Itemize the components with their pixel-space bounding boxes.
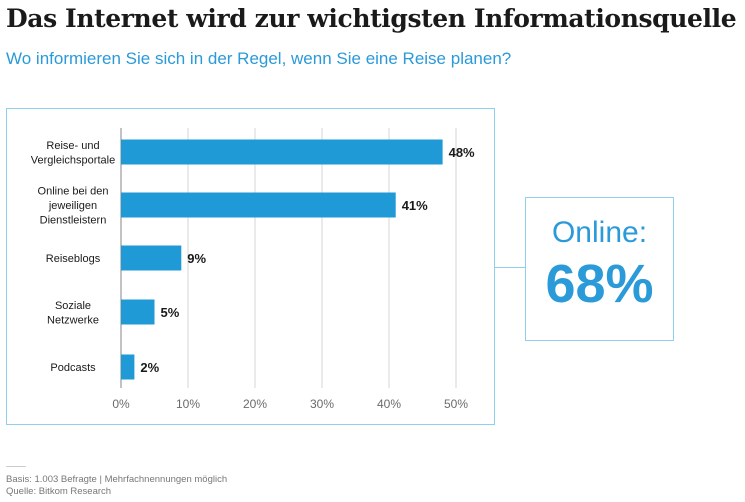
x-tick-label: 40%: [377, 397, 401, 411]
bar-value-label: 9%: [187, 251, 206, 266]
online-value: 68%: [545, 254, 654, 314]
online-label: Online:: [551, 216, 648, 249]
x-tick-label: 50%: [444, 397, 468, 411]
chart-title: Das Internet wird zur wichtigsten Inform…: [6, 4, 737, 33]
bar: [121, 192, 396, 218]
bar: [121, 299, 155, 325]
x-tick-label: 20%: [243, 397, 267, 411]
category-label: Soziale Netzwerke: [47, 300, 99, 327]
bar-value-label: 5%: [161, 305, 180, 320]
bar: [121, 354, 135, 380]
footnote-source: Quelle: Bitkom Research: [6, 486, 112, 497]
category-label: Online bei den jeweiligen Dienstleistern: [38, 186, 109, 227]
bar-value-label: 48%: [449, 145, 475, 160]
bar-value-label: 41%: [402, 198, 428, 213]
footnote-basis: Basis: 1.003 Befragte | Mehrfachnennunge…: [6, 474, 228, 485]
bar-value-label: 2%: [140, 360, 159, 375]
x-tick-label: 0%: [112, 397, 130, 411]
chart-subtitle: Wo informieren Sie sich in der Regel, we…: [6, 49, 512, 68]
bar: [121, 245, 182, 271]
connector-line: [495, 267, 525, 268]
x-tick-label: 10%: [176, 397, 200, 411]
category-label: Reiseblogs: [46, 253, 101, 265]
x-tick-label: 30%: [310, 397, 334, 411]
footer-rule: [6, 466, 26, 467]
category-label: Podcasts: [50, 362, 96, 374]
chart-frame: [6, 108, 495, 425]
online-highlight-box: Online: 68%: [525, 197, 674, 341]
category-label: Reise- und Vergleichsportale: [31, 140, 115, 167]
bar: [121, 139, 443, 165]
